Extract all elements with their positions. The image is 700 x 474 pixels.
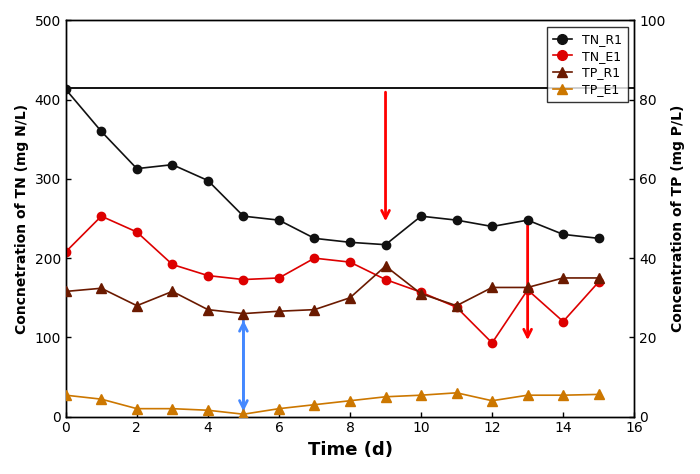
Y-axis label: Concnetration of TN (mg N/L): Concnetration of TN (mg N/L): [15, 103, 29, 334]
Y-axis label: Concentration of TP (mg P/L): Concentration of TP (mg P/L): [671, 105, 685, 332]
Legend: TN_R1, TN_E1, TP_R1, TP_E1: TN_R1, TN_E1, TP_R1, TP_E1: [547, 27, 628, 102]
X-axis label: Time (d): Time (d): [307, 441, 393, 459]
